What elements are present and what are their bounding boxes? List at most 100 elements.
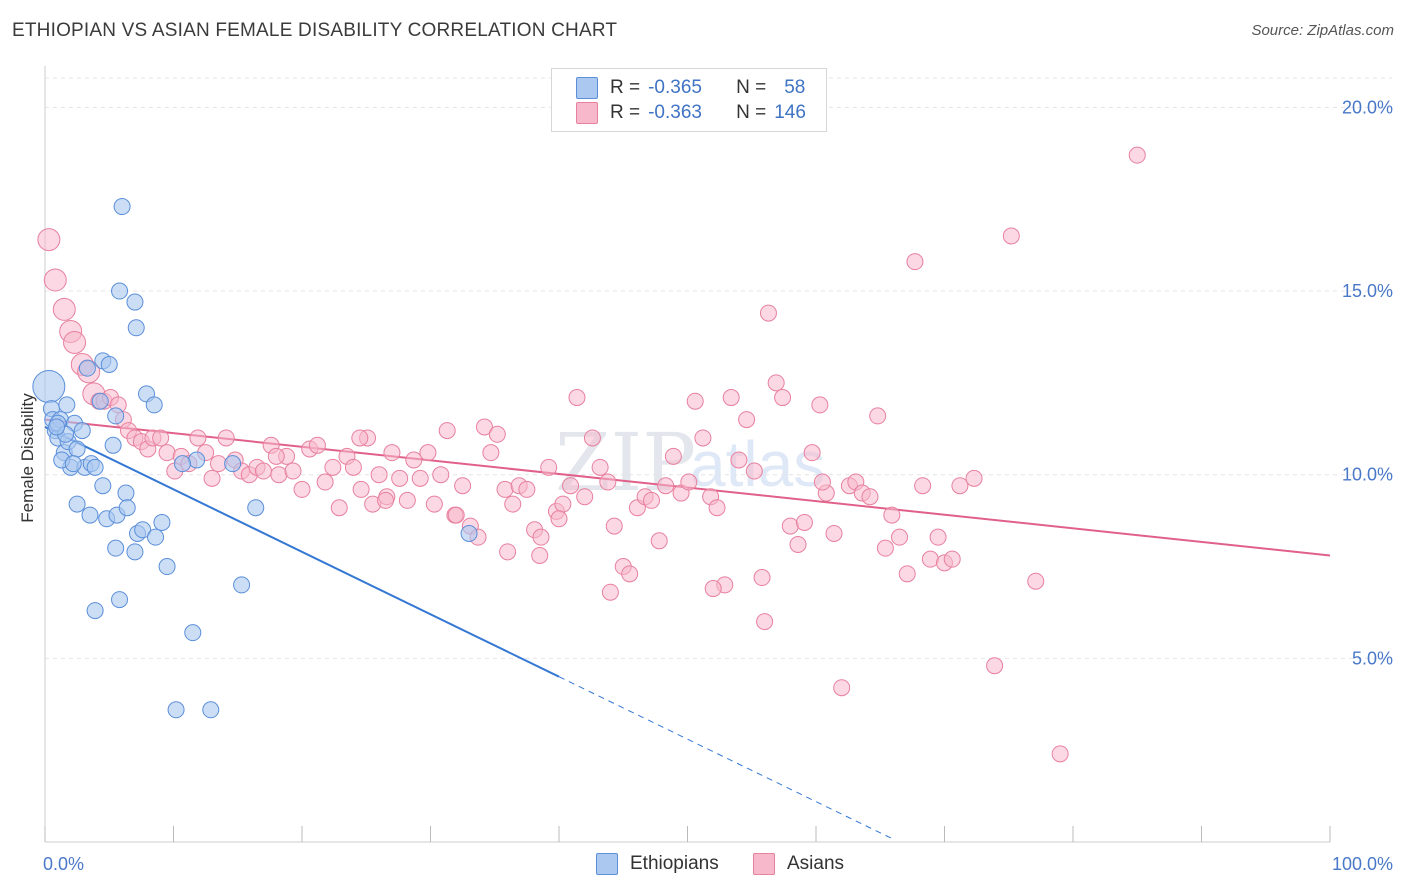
asians-point xyxy=(482,444,500,462)
asians-point xyxy=(52,297,76,321)
asians-point xyxy=(906,253,924,271)
bottom-legend-ethiopians: Ethiopians xyxy=(596,852,719,876)
ethiopians-trend-dashed xyxy=(558,676,894,840)
source-label: Source: ZipAtlas.com xyxy=(1251,22,1394,39)
asians-point xyxy=(599,473,617,491)
asians-point xyxy=(499,543,517,561)
y-tick-label: 15.0% xyxy=(1342,281,1393,301)
ethiopians-point xyxy=(107,539,125,557)
ethiopians-point xyxy=(173,455,191,473)
tick-labels: 5.0% 10.0% 15.0% 20.0% 0.0% 100.0% xyxy=(43,97,1393,874)
ethiopians-point xyxy=(111,282,129,300)
ethiopians-label: Ethiopians xyxy=(630,853,719,874)
asians-point xyxy=(657,477,675,495)
ethiopians-point xyxy=(118,499,136,517)
asians-point xyxy=(37,228,61,252)
asians-point xyxy=(583,429,601,447)
asians-point xyxy=(568,389,586,407)
asians-point xyxy=(745,462,763,480)
asians-point xyxy=(730,451,748,469)
asians-point xyxy=(883,506,901,524)
asians-point xyxy=(398,491,416,509)
ethiopians-point xyxy=(81,506,99,524)
ethiopians-point xyxy=(73,422,91,440)
asians-point xyxy=(203,469,221,487)
asians-point xyxy=(284,462,302,480)
asians-point xyxy=(550,510,568,528)
legend-row-asians: R = -0.363 N = 146 xyxy=(576,102,806,124)
asians-point xyxy=(789,535,807,553)
asians-point xyxy=(813,473,831,491)
asians-point xyxy=(1051,745,1069,763)
ethiopians-r-value: -0.365 xyxy=(648,77,702,98)
asians-point xyxy=(591,458,609,476)
ethiopians-trend-solid xyxy=(44,426,560,678)
asians-point xyxy=(189,429,207,447)
r-label: R = xyxy=(610,102,641,123)
asians-point xyxy=(432,466,450,484)
ethiopians-point xyxy=(224,455,242,473)
asians-point xyxy=(686,392,704,410)
n-label: N = xyxy=(736,77,767,98)
ethiopians-point xyxy=(68,495,86,513)
ethiopians-trend-line xyxy=(44,426,894,840)
ethiopians-point xyxy=(48,418,66,436)
asians-point xyxy=(475,418,493,436)
y-axis-label: Female Disability xyxy=(18,393,37,523)
asians-label: Asians xyxy=(787,853,845,874)
asians-point xyxy=(781,517,799,535)
asians-point xyxy=(488,425,506,443)
ethiopians-point xyxy=(145,396,163,414)
asians-point xyxy=(825,524,843,542)
asians-point xyxy=(708,499,726,517)
ethiopians-point xyxy=(91,392,109,410)
ethiopians-point xyxy=(113,198,131,216)
asians-point xyxy=(601,583,619,601)
ethiopians-point xyxy=(94,477,112,495)
asians-point xyxy=(1027,572,1045,590)
ethiopians-point xyxy=(126,293,144,311)
ethiopians-point xyxy=(247,499,265,517)
asians-point xyxy=(383,444,401,462)
x-tick-label: 100.0% xyxy=(1332,854,1393,874)
asians-point xyxy=(861,488,879,506)
ethiopians-point xyxy=(78,359,96,377)
asians-point xyxy=(425,495,443,513)
asians-point xyxy=(532,528,550,546)
ethiopians-point xyxy=(111,591,129,609)
asians-point xyxy=(621,565,639,583)
asians-point xyxy=(158,444,176,462)
asians-swatch xyxy=(753,853,775,875)
asians-point xyxy=(316,473,334,491)
asians-point xyxy=(377,491,395,509)
asians-point xyxy=(704,580,722,598)
asians-point xyxy=(351,429,369,447)
grid-lines xyxy=(45,77,1392,659)
asians-point xyxy=(391,469,409,487)
ethiopians-n-value: 58 xyxy=(784,77,806,98)
asians-point xyxy=(267,447,285,465)
asians-point xyxy=(811,396,829,414)
asians-r-value: -0.363 xyxy=(648,102,702,123)
asians-point xyxy=(869,407,887,425)
asians-point xyxy=(43,268,67,292)
asians-point xyxy=(370,466,388,484)
asians-point xyxy=(694,429,712,447)
asians-point xyxy=(447,506,465,524)
asians-n-value: 146 xyxy=(774,102,806,123)
legend-row-ethiopians: R = -0.365 N = 58 xyxy=(576,77,805,99)
asians-point xyxy=(254,462,272,480)
asians-point xyxy=(270,466,288,484)
y-tick-label: 10.0% xyxy=(1342,465,1393,485)
ethiopians-point xyxy=(68,440,86,458)
asians-point xyxy=(951,477,969,495)
asians-point xyxy=(664,447,682,465)
asians-point xyxy=(419,444,437,462)
ethiopians-point xyxy=(134,521,152,539)
asians-point xyxy=(795,513,813,531)
asians-point xyxy=(217,429,235,447)
ethiopians-point xyxy=(86,458,104,476)
ethiopians-point xyxy=(117,484,135,502)
asians-point xyxy=(891,528,909,546)
